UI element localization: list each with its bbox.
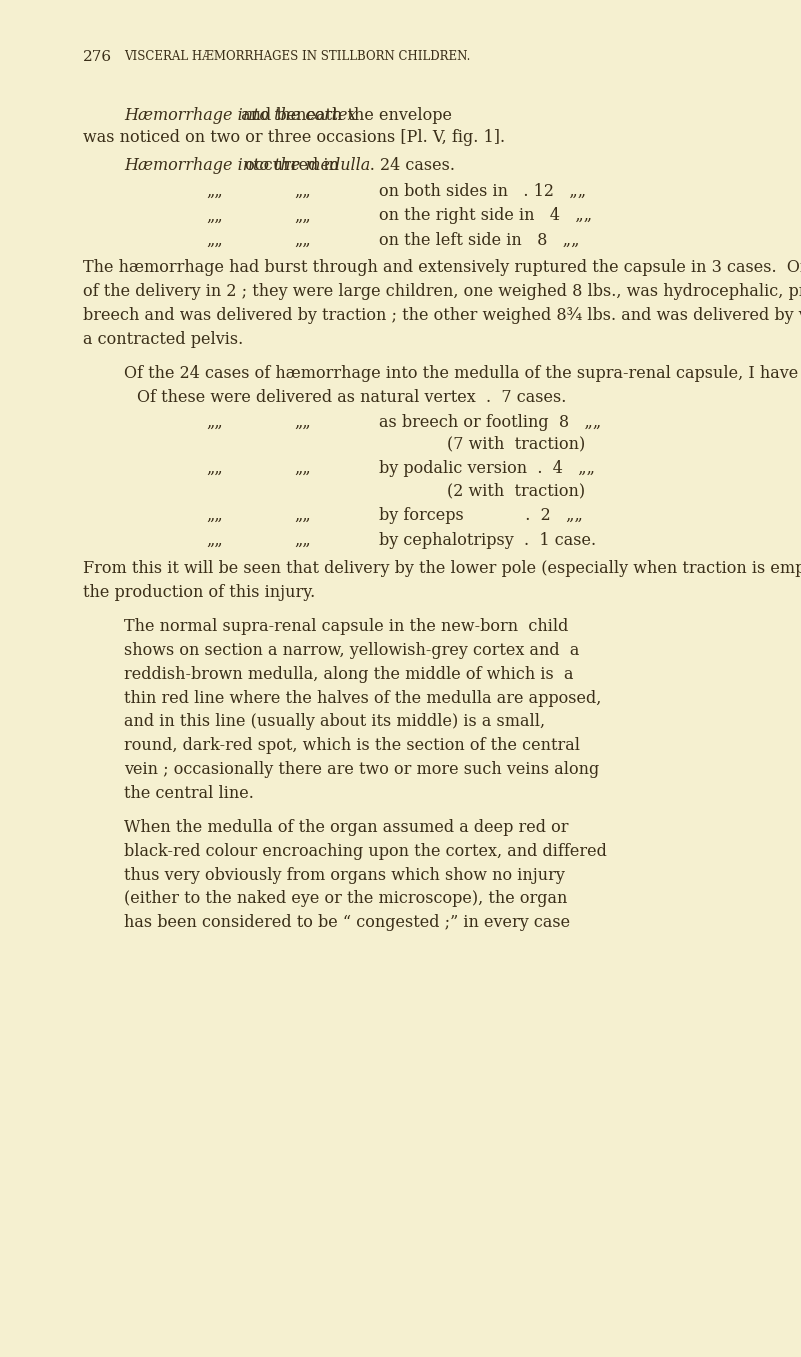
Text: 276: 276 <box>83 50 111 64</box>
Text: „„: „„ <box>207 208 223 224</box>
Text: „„: „„ <box>295 183 312 199</box>
Text: „„: „„ <box>295 232 312 250</box>
Text: From this it will be seen that delivery by the lower pole (especially when tract: From this it will be seen that delivery … <box>83 560 801 577</box>
Text: „„: „„ <box>207 508 223 524</box>
Text: thus very obviously from organs which show no injury: thus very obviously from organs which sh… <box>124 867 565 883</box>
Text: and beneath the envelope: and beneath the envelope <box>235 107 452 125</box>
Text: vein ; occasionally there are two or more such veins along: vein ; occasionally there are two or mor… <box>124 761 599 778</box>
Text: round, dark-red spot, which is the section of the central: round, dark-red spot, which is the secti… <box>124 737 580 754</box>
Text: (7 with  traction): (7 with traction) <box>447 436 586 453</box>
Text: Hæmorrhage into the cortex: Hæmorrhage into the cortex <box>124 107 356 125</box>
Text: occurred in      . 24 cases.: occurred in . 24 cases. <box>239 157 455 174</box>
Text: The normal supra-renal capsule in the new-born  child: The normal supra-renal capsule in the ne… <box>124 619 569 635</box>
Text: Hæmorrhage into the medulla: Hæmorrhage into the medulla <box>124 157 370 174</box>
Text: on the left side in   8   „„: on the left side in 8 „„ <box>379 232 579 250</box>
Text: „„: „„ <box>295 208 312 224</box>
Text: by cephalotripsy  .  1 case.: by cephalotripsy . 1 case. <box>379 532 596 548</box>
Text: and in this line (usually about its middle) is a small,: and in this line (usually about its midd… <box>124 714 545 730</box>
Text: by forceps            .  2   „„: by forceps . 2 „„ <box>379 508 583 524</box>
Text: of the delivery in 2 ; they were large children, one weighed 8 lbs., was hydroce: of the delivery in 2 ; they were large c… <box>83 284 801 300</box>
Text: „„: „„ <box>207 414 223 430</box>
Text: VISCERAL HÆMORRHAGES IN STILLBORN CHILDREN.: VISCERAL HÆMORRHAGES IN STILLBORN CHILDR… <box>124 50 470 64</box>
Text: the central line.: the central line. <box>124 784 254 802</box>
Text: a contracted pelvis.: a contracted pelvis. <box>83 331 243 347</box>
Text: shows on section a narrow, yellowish-grey cortex and  a: shows on section a narrow, yellowish-gre… <box>124 642 580 660</box>
Text: „„: „„ <box>295 508 312 524</box>
Text: Of these were delivered as natural vertex  .  7 cases.: Of these were delivered as natural verte… <box>137 389 566 406</box>
Text: as breech or footling  8   „„: as breech or footling 8 „„ <box>379 414 601 430</box>
Text: (2 with  traction): (2 with traction) <box>447 482 585 499</box>
Text: thin red line where the halves of the medulla are apposed,: thin red line where the halves of the me… <box>124 689 602 707</box>
Text: on both sides in   . 12   „„: on both sides in . 12 „„ <box>379 183 586 199</box>
Text: „„: „„ <box>295 414 312 430</box>
Text: „„: „„ <box>207 232 223 250</box>
Text: Of the 24 cases of hæmorrhage into the medulla of the supra-renal capsule, I hav: Of the 24 cases of hæmorrhage into the m… <box>124 365 801 383</box>
Text: was noticed on two or three occasions [Pl. V, fig. 1].: was noticed on two or three occasions [P… <box>83 129 505 147</box>
Text: When the medulla of the organ assumed a deep red or: When the medulla of the organ assumed a … <box>124 820 569 836</box>
Text: „„: „„ <box>207 183 223 199</box>
Text: reddish-brown medulla, along the middle of which is  a: reddish-brown medulla, along the middle … <box>124 666 574 683</box>
Text: „„: „„ <box>295 460 312 478</box>
Text: black-red colour encroaching upon the cortex, and differed: black-red colour encroaching upon the co… <box>124 843 607 860</box>
Text: the production of this injury.: the production of this injury. <box>83 584 315 601</box>
Text: „„: „„ <box>207 532 223 548</box>
Text: has been considered to be “ congested ;” in every case: has been considered to be “ congested ;”… <box>124 915 570 931</box>
Text: breech and was delivered by traction ; the other weighed 8¾ lbs. and was deliver: breech and was delivered by traction ; t… <box>83 307 801 324</box>
Text: „„: „„ <box>295 532 312 548</box>
Text: by podalic version  .  4   „„: by podalic version . 4 „„ <box>379 460 595 478</box>
Text: The hæmorrhage had burst through and extensively ruptured the capsule in 3 cases: The hæmorrhage had burst through and ext… <box>83 259 801 277</box>
Text: on the right side in   4   „„: on the right side in 4 „„ <box>379 208 592 224</box>
Text: „„: „„ <box>207 460 223 478</box>
Text: (either to the naked eye or the microscope), the organ: (either to the naked eye or the microsco… <box>124 890 568 908</box>
